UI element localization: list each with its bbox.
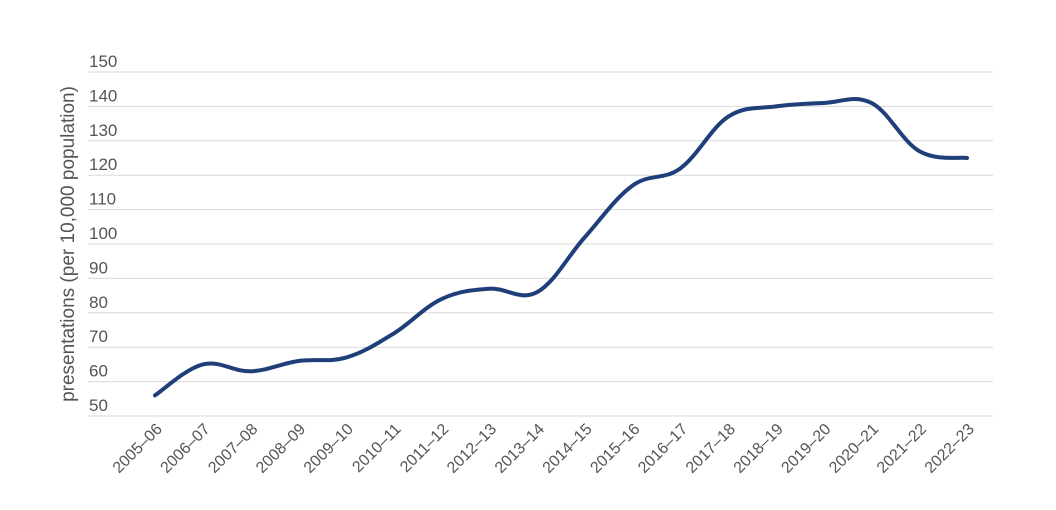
data-point: [296, 359, 300, 363]
data-point: [440, 297, 444, 301]
data-point: [726, 115, 730, 119]
x-tick-label: 2006–07: [158, 421, 214, 477]
data-point: [917, 149, 921, 153]
y-axis-label: presentations (per 10,000 population): [58, 86, 79, 402]
data-point: [678, 166, 682, 170]
y-tick-label: 60: [89, 362, 108, 381]
x-tick-label: 2015–16: [587, 421, 643, 477]
x-tick-label: 2009–10: [301, 421, 357, 477]
y-tick-label: 100: [89, 224, 117, 243]
data-point: [201, 362, 205, 366]
series-layer: [153, 96, 969, 398]
y-tick-label: 110: [89, 190, 116, 209]
data-point: [774, 104, 778, 108]
x-tick-label: 2017–18: [683, 421, 739, 477]
x-axis-ticks: 2005–062006–072007–082008–092009–102010–…: [110, 421, 978, 477]
y-tick-label: 80: [89, 293, 108, 312]
data-point: [822, 101, 826, 105]
data-point: [965, 156, 969, 160]
gridlines: [88, 71, 993, 417]
x-tick-label: 2021–22: [874, 421, 930, 477]
x-tick-label: 2019–20: [778, 421, 834, 477]
data-point: [487, 287, 491, 291]
y-tick-label: 90: [89, 258, 108, 277]
data-point: [249, 369, 253, 373]
x-tick-label: 2016–17: [635, 421, 691, 477]
y-tick-label: 70: [89, 327, 108, 346]
x-tick-label: 2013–14: [492, 421, 548, 477]
x-tick-label: 2014–15: [540, 421, 596, 477]
x-tick-label: 2011–12: [397, 421, 452, 476]
y-tick-label: 130: [89, 121, 117, 140]
data-point: [344, 356, 348, 360]
x-tick-label: 2022–23: [922, 421, 978, 477]
x-tick-label: 2007–08: [205, 421, 261, 477]
y-tick-label: 150: [89, 52, 117, 71]
data-point: [535, 290, 539, 294]
x-tick-label: 2018–19: [731, 421, 787, 477]
x-tick-label: 2005–06: [110, 421, 166, 477]
data-point: [153, 393, 157, 397]
y-tick-label: 120: [89, 155, 117, 174]
y-tick-label: 50: [89, 396, 108, 415]
y-tick-label: 140: [89, 86, 117, 105]
y-axis-ticks: 50 60 70 80 90 100 110 120 130 140 150: [89, 52, 117, 415]
data-point: [631, 184, 635, 188]
x-tick-label: 2020–21: [826, 421, 882, 477]
x-tick-label: 2012–13: [444, 421, 500, 477]
data-point: [869, 101, 873, 105]
x-tick-label: 2010–11: [349, 421, 404, 476]
x-tick-label: 2008–09: [253, 421, 309, 477]
series-line-0: [153, 96, 969, 398]
data-point: [392, 331, 396, 335]
data-point: [583, 235, 587, 239]
